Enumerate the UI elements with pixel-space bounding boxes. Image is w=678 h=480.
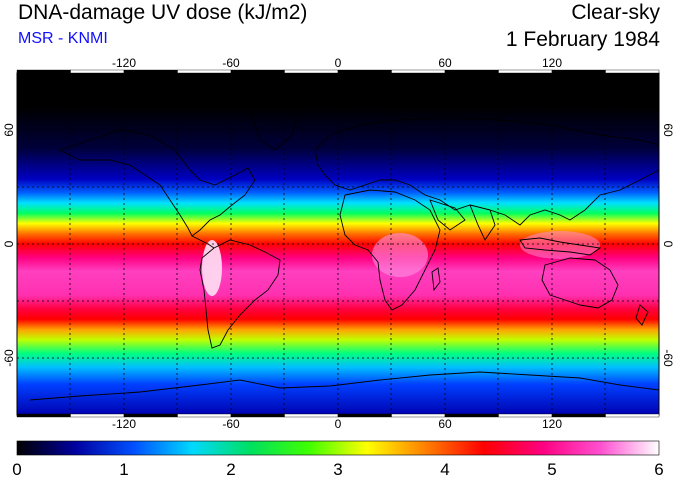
lat-tick-left-label: 0: [2, 240, 16, 247]
frame-bar-segment: [551, 69, 606, 74]
lon-tick-bottom-label: 0: [335, 417, 342, 431]
africa-coast: [339, 189, 441, 311]
frame-bar-segment: [605, 413, 660, 418]
lat-tick-right-label: 0: [661, 241, 675, 248]
lat-tick-right-label: -60: [661, 349, 675, 367]
lat-tick-right-label: 60: [661, 123, 675, 137]
lon-tick-top-label: -60: [222, 56, 240, 70]
arabia-coast: [429, 199, 466, 231]
new-zealand-coast: [635, 304, 649, 326]
colorbar-label: 2: [226, 460, 235, 479]
lat-tick-left-label: -60: [2, 349, 16, 367]
coastlines: [29, 99, 659, 401]
lon-tick-bottom-label: -60: [222, 417, 240, 431]
colorbar-labels: 0 1 2 3 4 5 6: [12, 460, 663, 479]
lat-tick-labels-left: 60 0 -60: [2, 123, 16, 367]
frame-bar-segment: [177, 69, 232, 74]
antarctica-coast: [29, 371, 659, 401]
colorbar-label: 6: [654, 460, 663, 479]
indonesia-coast: [519, 237, 602, 256]
south-america-coast: [199, 239, 281, 349]
frame-bar-segment: [391, 69, 446, 74]
frame-bar-segment: [444, 413, 499, 418]
central-america-coast: [191, 235, 215, 249]
frame-bar-segment: [284, 413, 339, 418]
frame-bar-segment: [498, 69, 553, 74]
frame-bar-segment: [70, 69, 125, 74]
colorbar-label: 1: [119, 460, 128, 479]
north-america-coast: [58, 129, 256, 237]
india-coast: [469, 204, 496, 241]
frame-bar-segment: [123, 69, 178, 74]
lon-tick-labels-bottom: -120 -60 0 60 120: [112, 417, 562, 431]
map-features: [17, 73, 659, 415]
lat-tick-left-label: 60: [2, 123, 16, 137]
data-source-label: MSR - KNMI: [18, 30, 108, 47]
lon-tick-top-label: 120: [542, 56, 562, 70]
graticule: [17, 73, 659, 415]
map-title: DNA-damage UV dose (kJ/m2): [18, 1, 308, 24]
frame-bar-segment: [284, 69, 339, 74]
lon-tick-bottom-label: 60: [438, 417, 452, 431]
date-label: 1 February 1984: [505, 28, 660, 51]
frame-bars: [16, 69, 660, 418]
colorbar-label: 4: [440, 460, 449, 479]
africa-high-dose-area: [372, 233, 428, 277]
lon-tick-bottom-label: 120: [542, 417, 562, 431]
frame-bar-segment: [444, 69, 499, 74]
frame-bar-segment: [337, 69, 392, 74]
frame-bar-segment: [337, 413, 392, 418]
frame-bar-segment: [16, 413, 71, 418]
madagascar-coast: [431, 267, 441, 292]
lon-tick-top-label: -120: [112, 56, 136, 70]
colorbar-label: 5: [547, 460, 556, 479]
colorbar-label: 3: [333, 460, 342, 479]
lon-tick-top-label: 0: [335, 56, 342, 70]
lon-tick-bottom-label: -120: [112, 417, 136, 431]
sky-condition-label: Clear-sky: [571, 1, 660, 24]
frame-bar-segment: [391, 413, 446, 418]
colorbar-label: 0: [12, 460, 21, 479]
frame-bar-segment: [230, 69, 285, 74]
lon-tick-top-label: 60: [438, 56, 452, 70]
andes-high-dose-area: [202, 240, 222, 296]
eurasia-coast: [314, 117, 659, 226]
lon-tick-labels-top: -120 -60 0 60 120: [112, 56, 562, 70]
frame-bar-segment: [605, 69, 660, 74]
lat-tick-labels-right: 60 0 -60: [661, 123, 675, 367]
colorbar: [16, 440, 660, 456]
greenland-coast: [249, 99, 301, 151]
frame-bar-segment: [16, 69, 71, 74]
